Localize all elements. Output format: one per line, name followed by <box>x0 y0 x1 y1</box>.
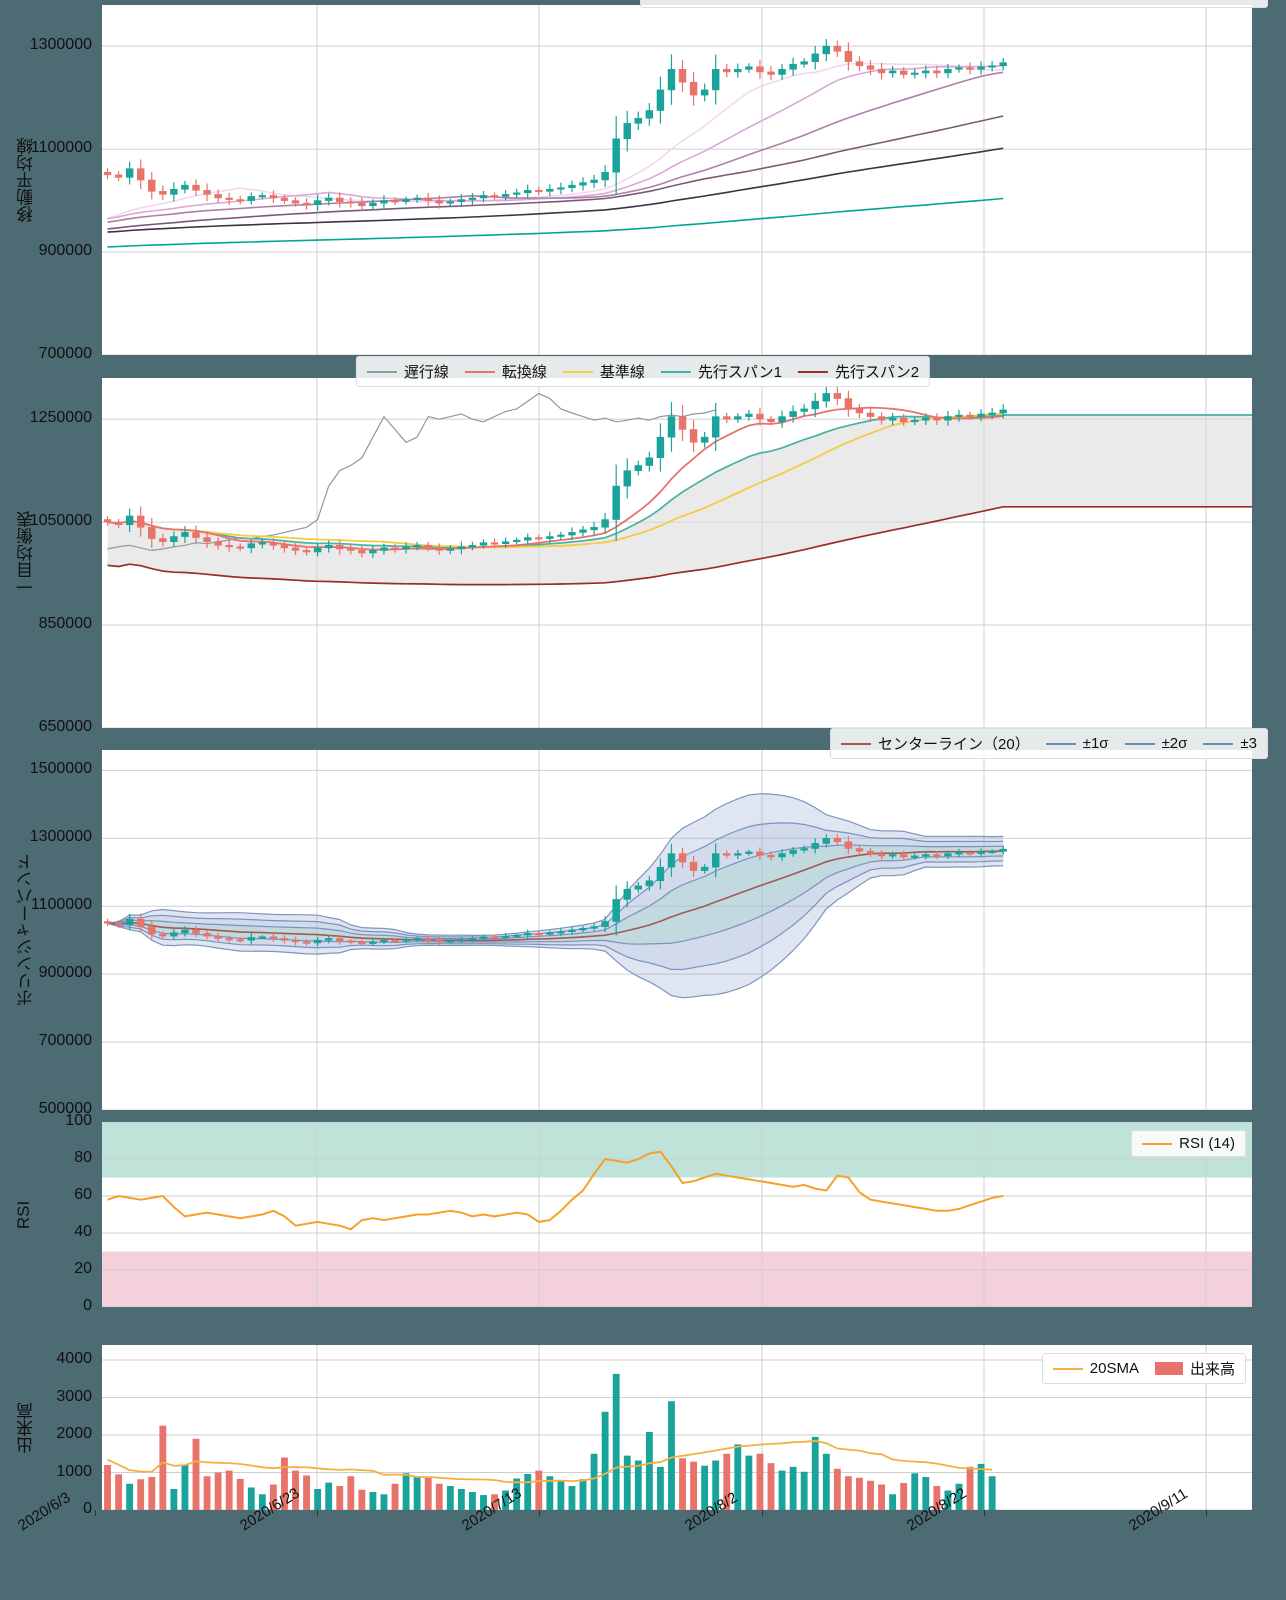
xtick-mark <box>1206 1510 1207 1516</box>
xtick-mark <box>539 1510 540 1516</box>
legend-swatch-line <box>464 370 495 373</box>
ytick-bollinger: 1300000 <box>29 828 92 846</box>
legend-swatch-line <box>1052 1367 1083 1370</box>
ytick-bollinger: 900000 <box>38 964 92 982</box>
ytick-bollinger: 500000 <box>38 1100 92 1117</box>
legend-swatch-line <box>1142 1142 1173 1145</box>
ytick-ichimoku: 650000 <box>38 718 92 735</box>
xtick-mark <box>95 1510 96 1516</box>
legend-item-bollinger-0[interactable]: センターライン（20） <box>841 733 1030 754</box>
legend-rsi: RSI (14) <box>1131 1130 1246 1157</box>
legend-label: 13SMA <box>688 0 737 3</box>
legend-swatch-line <box>1124 742 1155 745</box>
legend-swatch-line <box>841 742 872 745</box>
yaxis-label-bollinger: ボリンジャーバンド <box>17 853 36 1007</box>
legend-item-sma-5[interactable]: 200SMA <box>1162 0 1257 3</box>
legend-label: 89SMA <box>1097 0 1146 3</box>
ytick-ichimoku: 1050000 <box>29 512 92 530</box>
legend-label: 出来高 <box>1189 1361 1235 1378</box>
panel-sma <box>102 5 1252 355</box>
legend-item-ichimoku-0[interactable]: 遅行線 <box>366 361 449 382</box>
ytick-sma: 1100000 <box>30 139 92 157</box>
ytick-rsi: 60 <box>74 1186 92 1203</box>
legend-item-bollinger-2[interactable]: ±2σ <box>1124 735 1188 752</box>
legend-label: 先行スパン2 <box>835 364 920 381</box>
legend-label: 21SMA <box>791 0 840 3</box>
legend-item-ichimoku-2[interactable]: 基準線 <box>562 361 645 382</box>
legend-label: センターライン（20） <box>878 736 1030 753</box>
legend-label: 先行スパン1 <box>697 364 783 381</box>
panel-rsi <box>102 1122 1252 1307</box>
panel-bollinger <box>102 750 1252 1110</box>
legend-sma: 13SMA 21SMA 34SMA 55SMA 89SMA 200SMA <box>640 0 1268 8</box>
ytick-ichimoku: 850000 <box>38 615 92 633</box>
ytick-rsi: 20 <box>74 1260 92 1277</box>
ytick-volume: 0 <box>83 1500 92 1517</box>
legend-label: 基準線 <box>599 364 645 381</box>
ytick-ichimoku: 1250000 <box>29 409 92 427</box>
ytick-rsi: 0 <box>83 1297 92 1314</box>
legend-label: 200SMA <box>1199 0 1257 3</box>
yaxis-label-volume: 出来高 <box>17 1402 36 1453</box>
xtick-mark <box>984 1510 985 1516</box>
yaxis-label-rsi: RSI <box>14 1200 33 1229</box>
legend-item-sma-4[interactable]: 89SMA <box>1060 0 1146 3</box>
legend-swatch-line <box>366 370 397 373</box>
legend-swatch-line <box>1203 742 1234 745</box>
legend-item-sma-2[interactable]: 34SMA <box>856 0 942 3</box>
legend-swatch-line <box>1045 742 1076 745</box>
ytick-rsi: 100 <box>65 1112 92 1129</box>
ytick-volume: 2000 <box>56 1425 92 1442</box>
legend-label: 遅行線 <box>403 364 449 381</box>
ytick-sma: 700000 <box>38 345 92 362</box>
yaxis-label-ichimoku: 一目均衡表 <box>17 510 36 596</box>
xtick-mark <box>317 1510 318 1516</box>
legend-item-ichimoku-3[interactable]: 先行スパン1 <box>660 361 783 382</box>
legend-label: RSI (14) <box>1179 1135 1235 1152</box>
xtick-0: 2020/6/3 <box>15 1489 74 1535</box>
legend-bollinger: センターライン（20） ±1σ ±2σ ±3 <box>830 728 1268 759</box>
legend-item-volume-1[interactable]: 出来高 <box>1154 1358 1235 1379</box>
legend-label: 55SMA <box>995 0 1044 3</box>
legend-swatch-line <box>660 370 691 373</box>
legend-item-ichimoku-1[interactable]: 転換線 <box>464 361 547 382</box>
ytick-sma: 900000 <box>38 242 92 260</box>
ytick-rsi: 80 <box>74 1149 92 1166</box>
ytick-bollinger: 1100000 <box>30 896 92 914</box>
panel-ichimoku <box>102 378 1252 728</box>
legend-item-bollinger-1[interactable]: ±1σ <box>1045 735 1109 752</box>
legend-item-sma-1[interactable]: 21SMA <box>754 0 840 3</box>
legend-swatch-line <box>562 370 593 373</box>
ytick-volume: 3000 <box>56 1387 92 1405</box>
ytick-bollinger: 700000 <box>38 1032 92 1050</box>
legend-swatch-line <box>798 370 829 373</box>
legend-item-ichimoku-4[interactable]: 先行スパン2 <box>798 361 919 382</box>
legend-item-sma-3[interactable]: 55SMA <box>958 0 1044 3</box>
ytick-volume: 4000 <box>56 1350 92 1367</box>
ytick-sma: 1300000 <box>29 36 92 54</box>
legend-label: ±3 <box>1240 735 1257 752</box>
legend-label: 転換線 <box>501 364 547 381</box>
legend-volume: 20SMA 出来高 <box>1041 1353 1246 1384</box>
xtick-mark <box>762 1510 763 1516</box>
ytick-rsi: 40 <box>74 1223 92 1240</box>
legend-label: ±2σ <box>1161 735 1188 752</box>
legend-swatch-bar <box>1154 1362 1183 1375</box>
legend-label: 20SMA <box>1089 1360 1139 1377</box>
ytick-volume: 1000 <box>56 1462 92 1480</box>
legend-item-volume-0[interactable]: 20SMA <box>1052 1360 1139 1377</box>
yaxis-label-sma: 移動平均線 <box>17 137 36 223</box>
legend-label: 34SMA <box>893 0 942 3</box>
legend-item-rsi-0[interactable]: RSI (14) <box>1142 1135 1235 1152</box>
legend-item-bollinger-3[interactable]: ±3 <box>1203 735 1257 752</box>
legend-ichimoku: 遅行線 転換線 基準線 先行スパン1 先行スパン2 <box>355 356 931 387</box>
legend-item-sma-0[interactable]: 13SMA <box>651 0 737 3</box>
legend-label: ±1σ <box>1082 735 1109 752</box>
ytick-bollinger: 1500000 <box>29 760 92 778</box>
